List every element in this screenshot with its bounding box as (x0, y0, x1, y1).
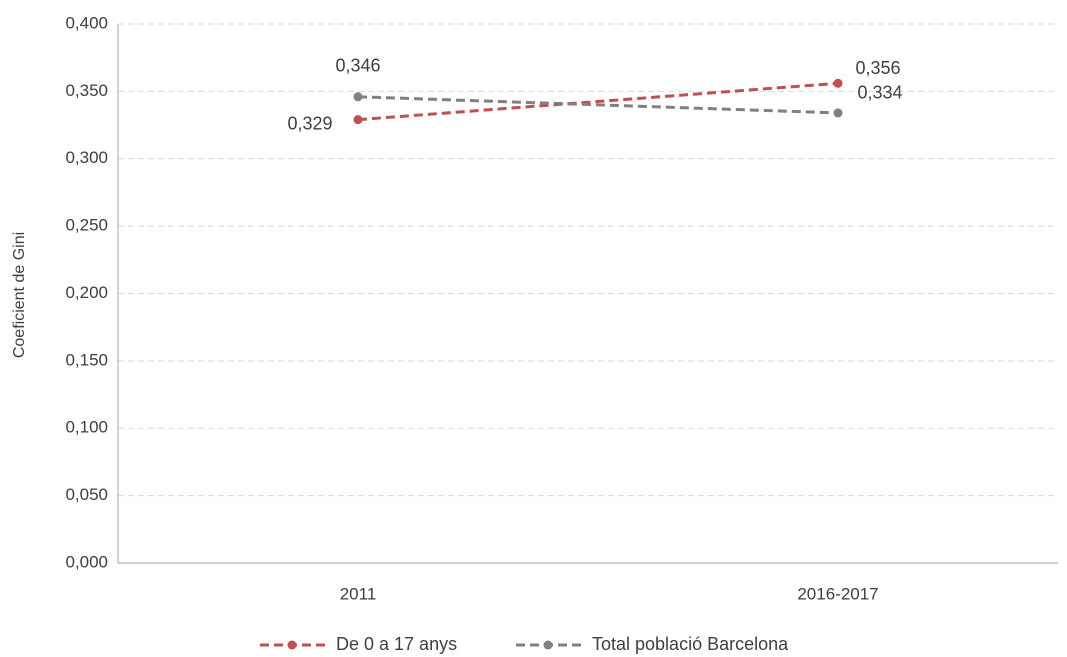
point (353, 92, 363, 102)
y-tick-label: 0,150 (65, 350, 108, 369)
y-tick-label: 0,050 (65, 485, 108, 504)
y-tick-label: 0,300 (65, 148, 108, 167)
y-tick-label: 0,250 (65, 216, 108, 235)
legend-label: De 0 a 17 anys (336, 634, 457, 654)
y-tick-label: 0,350 (65, 81, 108, 100)
legend-label: Total població Barcelona (592, 634, 789, 654)
legend-marker (543, 640, 553, 650)
point (353, 115, 363, 125)
data-label: 0,346 (335, 56, 380, 76)
point (833, 78, 843, 88)
y-tick-label: 0,100 (65, 418, 108, 437)
y-tick-label: 0,400 (65, 13, 108, 32)
data-label: 0,329 (287, 113, 332, 133)
x-tick-label: 2016-2017 (797, 584, 878, 603)
data-label: 0,356 (855, 58, 900, 78)
point (833, 108, 843, 118)
legend-marker (287, 640, 297, 650)
data-label: 0,334 (857, 83, 902, 103)
line (357, 95, 839, 115)
y-tick-label: 0,000 (65, 552, 108, 571)
line (357, 81, 839, 122)
y-tick-label: 0,200 (65, 283, 108, 302)
y-axis-label: Coeficient de Gini (11, 232, 28, 358)
x-tick-label: 2011 (340, 584, 377, 603)
